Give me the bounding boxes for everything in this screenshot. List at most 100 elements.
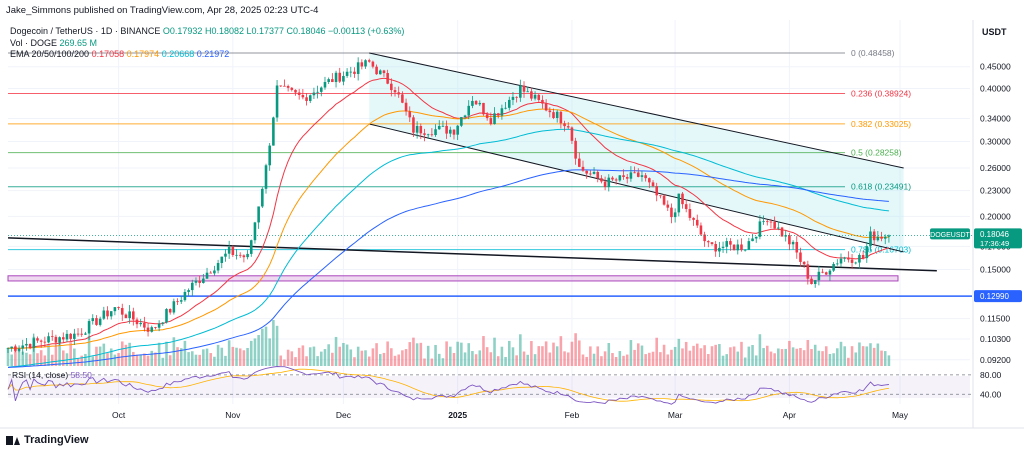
volume-bar: [109, 348, 113, 366]
volume-bar: [544, 341, 548, 366]
volume-bar: [157, 342, 161, 366]
candle-body: [813, 280, 817, 285]
volume-bar: [589, 346, 592, 366]
candle-body: [522, 85, 526, 92]
volume-bar: [541, 346, 544, 366]
x-tick-label: May: [892, 410, 909, 420]
candle-body: [817, 271, 821, 281]
candle-body: [832, 263, 835, 271]
volume-bar: [471, 351, 474, 366]
volume-bar: [496, 356, 500, 366]
candle-body: [275, 85, 279, 118]
candle-body: [316, 91, 319, 93]
ohlc-values: O0.17932 H0.18082 L0.17377 C0.18046 −0.0…: [162, 26, 405, 36]
volume-label[interactable]: Vol · DOGE: [10, 38, 58, 48]
volume-bar: [179, 348, 183, 366]
volume-bar: [294, 357, 297, 366]
volume-bar: [648, 352, 651, 366]
volume-bar: [581, 354, 585, 366]
volume-bar: [758, 334, 762, 366]
tradingview-logo-icon: [6, 435, 20, 445]
candle-body: [47, 336, 50, 343]
volume-bar: [644, 354, 647, 366]
volume-bar: [257, 335, 260, 366]
symbol-title[interactable]: Dogecoin / TetherUS · 1D · BINANCE: [10, 26, 161, 36]
candle-body: [401, 94, 404, 103]
volume-bar: [754, 355, 758, 366]
candle-body: [485, 114, 489, 119]
volume-bar: [194, 354, 198, 366]
candle-body: [257, 206, 260, 223]
volume-bar: [810, 349, 813, 366]
candle-body: [143, 322, 146, 328]
candle-body: [592, 171, 596, 174]
candle-body: [471, 100, 474, 106]
volume-bar: [371, 348, 375, 366]
candle-body: [165, 309, 168, 323]
volume-bar: [308, 347, 312, 366]
candle-body: [213, 270, 216, 274]
volume-bar: [342, 342, 345, 366]
volume-bar: [795, 348, 799, 366]
volume-bar: [883, 351, 887, 366]
candle-body: [563, 123, 566, 127]
candle-body: [751, 238, 754, 242]
candle-body: [194, 280, 198, 283]
fib-label: 0.618 (0.23491): [851, 182, 911, 192]
volume-bar: [773, 353, 776, 366]
fib-label: 0.786 (0.16703): [851, 245, 911, 255]
candle-body: [511, 96, 515, 100]
candle-body: [58, 337, 61, 343]
volume-bar: [423, 358, 426, 366]
candle-body: [578, 158, 581, 167]
candle-body: [493, 113, 496, 125]
candle-body: [589, 173, 592, 175]
tradingview-brand[interactable]: TradingView: [6, 434, 89, 446]
volume-bar: [677, 338, 681, 366]
volume-bar: [305, 356, 308, 366]
candle-body: [39, 340, 43, 342]
candle-body: [474, 100, 478, 105]
volume-bar: [721, 355, 725, 366]
candle-body: [393, 90, 397, 93]
volume-bar: [629, 340, 633, 366]
volume-bar: [183, 340, 187, 366]
candle-body: [426, 134, 430, 136]
candle-body: [102, 310, 106, 319]
candle-body: [456, 125, 459, 135]
candle-body: [14, 346, 17, 351]
candle-body: [788, 235, 791, 245]
volume-bar: [353, 357, 356, 366]
candle-body: [460, 117, 463, 126]
candle-body: [644, 175, 647, 179]
rsi-ma-line: [7, 368, 889, 402]
candle-body: [865, 246, 869, 259]
volume-bar: [220, 347, 224, 366]
volume-bar: [537, 346, 541, 366]
volume-bar: [161, 357, 165, 366]
volume-bar: [320, 351, 323, 366]
rsi-line: [7, 366, 889, 405]
bar-countdown: 17:36:49: [980, 239, 1009, 248]
ema50-value: 0.17974: [126, 49, 160, 59]
volume-bar: [331, 352, 334, 366]
candle-body: [673, 212, 677, 218]
volume-bar: [272, 319, 275, 366]
volume-bar: [625, 354, 629, 366]
volume-bar: [633, 349, 636, 366]
volume-bar: [769, 351, 773, 366]
volume-bar: [817, 350, 821, 366]
volume-bar: [338, 346, 342, 366]
candle-body: [331, 79, 334, 83]
candle-body: [423, 133, 426, 135]
candle-body: [371, 61, 375, 67]
volume-bar: [375, 343, 378, 366]
candle-body: [235, 254, 238, 256]
ema-label[interactable]: EMA 20/50/100/200: [10, 49, 90, 59]
candle-body: [382, 70, 386, 74]
volume-bar: [813, 344, 817, 366]
candle-body: [10, 346, 13, 349]
volume-bar: [714, 344, 717, 366]
volume-bar: [533, 354, 537, 366]
